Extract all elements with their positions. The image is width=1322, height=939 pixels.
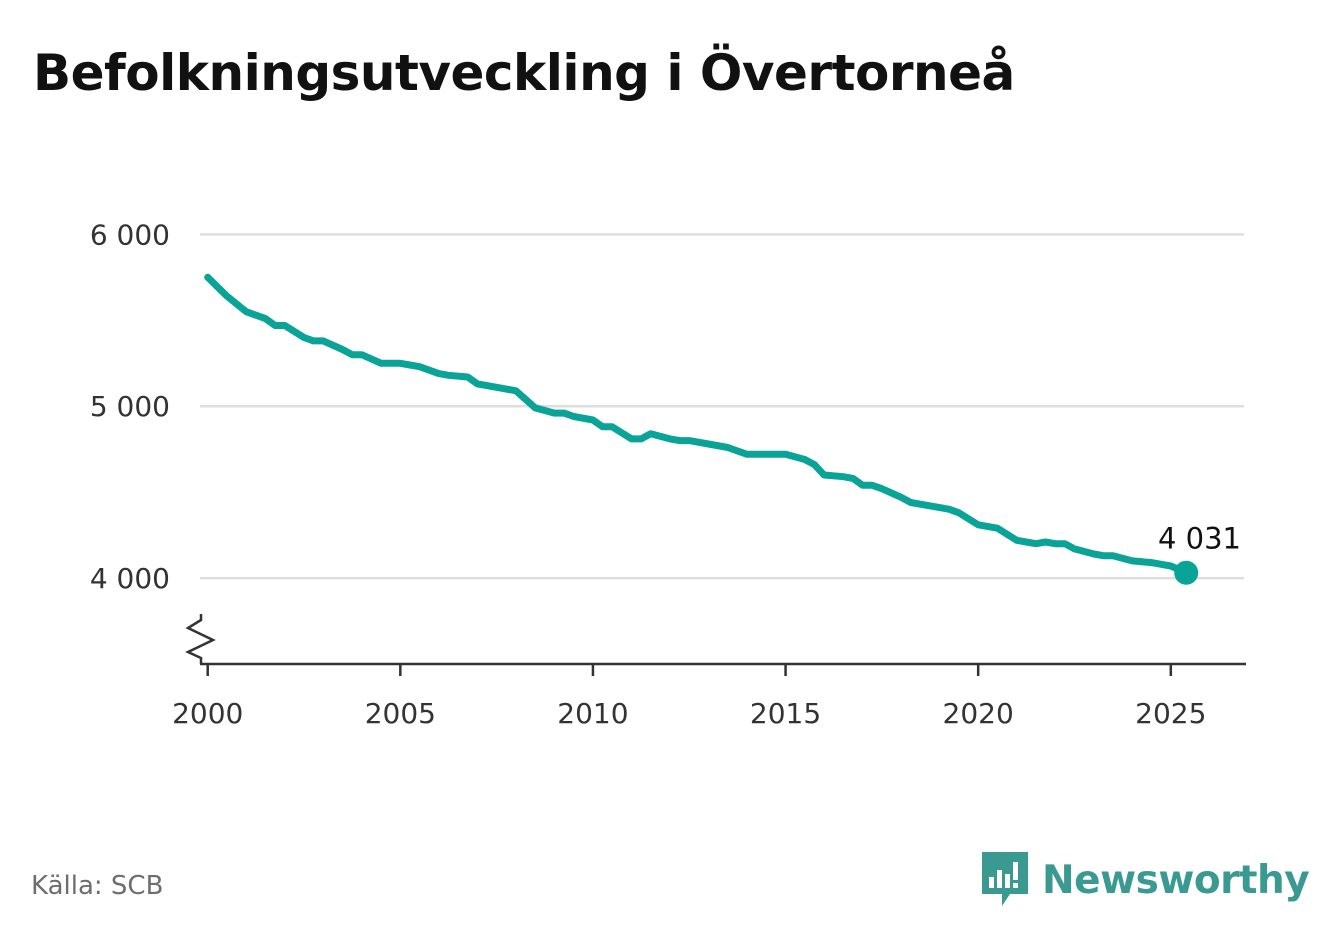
grid-lines <box>200 233 1244 580</box>
series-line-population <box>204 273 1190 577</box>
end-value-label: 4 031 <box>1158 522 1241 556</box>
x-tick-label: 2025 <box>1135 697 1206 730</box>
newsworthy-logo-icon <box>982 852 1028 906</box>
x-tick-label: 2020 <box>943 697 1014 730</box>
x-axis-ticks: 2000 2005 2010 2015 2020 2025 <box>172 664 1206 730</box>
x-tick-label: 2015 <box>750 697 821 730</box>
x-tick-label: 2000 <box>172 697 243 730</box>
source-credit: Källa: SCB <box>31 871 164 901</box>
x-tick-label: 2010 <box>557 697 628 730</box>
axis-break-icon <box>185 614 216 664</box>
end-point-marker <box>1174 560 1199 585</box>
y-tick-label: 6 000 <box>90 218 170 251</box>
y-tick-label: 5 000 <box>90 390 170 423</box>
y-tick-label: 4 000 <box>90 562 170 595</box>
brand-name: Newsworthy <box>1042 857 1310 903</box>
brand-logo: Newsworthy <box>980 850 1310 910</box>
y-axis-ticks: 4 000 5 000 6 000 <box>90 218 170 595</box>
x-tick-label: 2005 <box>365 697 436 730</box>
chart-title: Befolkningsutveckling i Övertorneå <box>33 44 1015 102</box>
